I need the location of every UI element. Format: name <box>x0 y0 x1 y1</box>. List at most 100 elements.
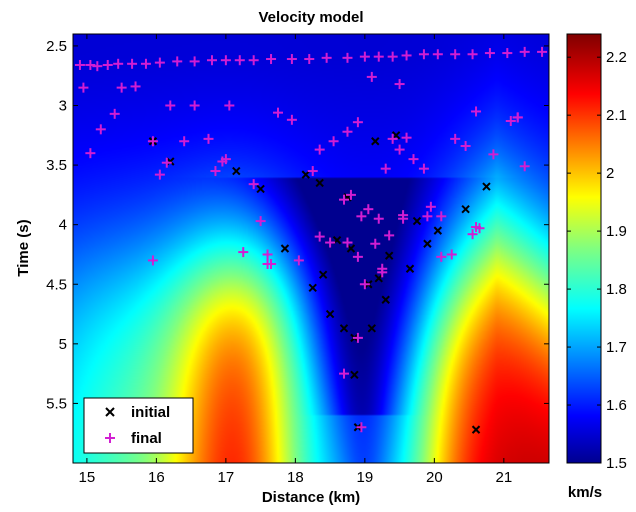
markers-layer <box>74 46 548 434</box>
final-marker <box>366 71 377 82</box>
x-axis-label: Distance (km) <box>262 489 360 506</box>
final-marker <box>537 46 548 57</box>
final-marker <box>328 136 339 147</box>
final-marker <box>165 100 176 111</box>
final-marker <box>113 58 124 69</box>
initial-marker <box>471 425 481 434</box>
y-axis: 2.5 3 3.5 4 4.5 5 5.5 <box>46 38 549 412</box>
colorbar-tick-label: 1.7 <box>606 339 627 356</box>
final-marker <box>356 422 367 433</box>
y-tick-label: 2.5 <box>46 38 67 55</box>
initial-marker <box>391 131 401 140</box>
final-marker <box>92 61 103 72</box>
final-marker <box>78 82 89 93</box>
final-marker <box>484 48 495 59</box>
legend: initial final <box>83 397 194 454</box>
final-marker <box>85 59 96 70</box>
final-marker <box>352 117 363 128</box>
final-marker <box>460 141 471 152</box>
final-marker <box>147 255 158 266</box>
final-marker <box>314 231 325 242</box>
initial-marker <box>367 324 377 333</box>
final-marker <box>109 108 120 119</box>
colorbar-tick-label: 1.8 <box>606 281 627 298</box>
final-marker <box>422 211 433 222</box>
initial-marker <box>318 270 328 279</box>
final-marker <box>446 249 457 260</box>
final-marker <box>377 267 388 278</box>
final-marker <box>471 106 482 117</box>
colorbar-gradient <box>566 33 602 464</box>
final-marker <box>179 136 190 147</box>
y-tick-label: 3.5 <box>46 157 67 174</box>
final-marker <box>436 251 447 262</box>
final-marker <box>467 229 478 240</box>
final-marker <box>394 144 405 155</box>
initial-marker <box>308 283 317 293</box>
final-marker <box>210 166 221 177</box>
final-marker <box>384 230 395 241</box>
x-tick-label: 21 <box>495 469 512 486</box>
final-marker <box>293 255 304 266</box>
final-marker <box>234 55 245 66</box>
final-marker <box>248 179 259 190</box>
final-marker <box>418 163 429 174</box>
y-tick-label: 4 <box>59 217 67 234</box>
final-marker <box>220 55 231 66</box>
initial-marker <box>315 178 324 188</box>
final-marker <box>342 126 353 137</box>
final-marker <box>352 251 363 262</box>
initial-marker <box>412 216 422 226</box>
final-marker <box>387 133 398 144</box>
legend-entry-initial: initial <box>105 404 170 421</box>
final-marker <box>189 100 200 111</box>
initial-marker <box>256 184 265 194</box>
colorbar-tick-label: 2 <box>606 165 614 182</box>
colorbar-tick-label: 1.6 <box>606 397 627 414</box>
legend-label: initial <box>131 404 170 421</box>
initial-marker <box>325 309 335 319</box>
final-marker <box>140 58 151 69</box>
final-marker <box>502 48 513 59</box>
final-marker <box>467 49 478 60</box>
y-tick-label: 4.5 <box>46 276 67 293</box>
final-marker <box>130 81 141 92</box>
initial-marker <box>433 226 443 235</box>
final-marker <box>189 56 200 67</box>
final-marker <box>373 51 384 62</box>
final-marker <box>342 52 353 63</box>
final-marker <box>154 169 165 180</box>
final-marker <box>408 154 419 165</box>
final-marker <box>147 136 158 147</box>
final-marker <box>272 107 283 118</box>
x-tick-label: 17 <box>218 469 235 486</box>
final-marker <box>432 49 443 60</box>
final-marker <box>352 332 363 343</box>
initial-marker <box>301 170 310 179</box>
final-marker <box>425 201 436 212</box>
final-marker <box>342 237 353 248</box>
final-marker <box>363 204 374 215</box>
final-marker <box>519 46 530 57</box>
final-marker <box>356 211 367 222</box>
final-marker <box>85 148 96 159</box>
colorbar-tick-label: 1.5 <box>606 455 627 472</box>
final-marker <box>206 55 217 66</box>
final-marker <box>266 258 277 269</box>
final-marker <box>505 115 516 126</box>
final-marker <box>471 222 482 233</box>
legend-box <box>83 397 194 454</box>
final-marker <box>401 132 412 143</box>
final-marker <box>154 57 165 68</box>
x-tick-label: 20 <box>426 469 443 486</box>
final-marker <box>339 194 350 205</box>
initial-marker <box>482 182 491 191</box>
final-marker <box>339 368 350 379</box>
initial-marker <box>423 239 432 248</box>
velocity-heatmap <box>73 34 549 463</box>
final-marker <box>325 237 336 248</box>
final-marker <box>102 59 113 70</box>
final-marker <box>398 210 409 221</box>
y-tick-label: 5 <box>59 336 67 353</box>
final-marker <box>450 49 461 60</box>
